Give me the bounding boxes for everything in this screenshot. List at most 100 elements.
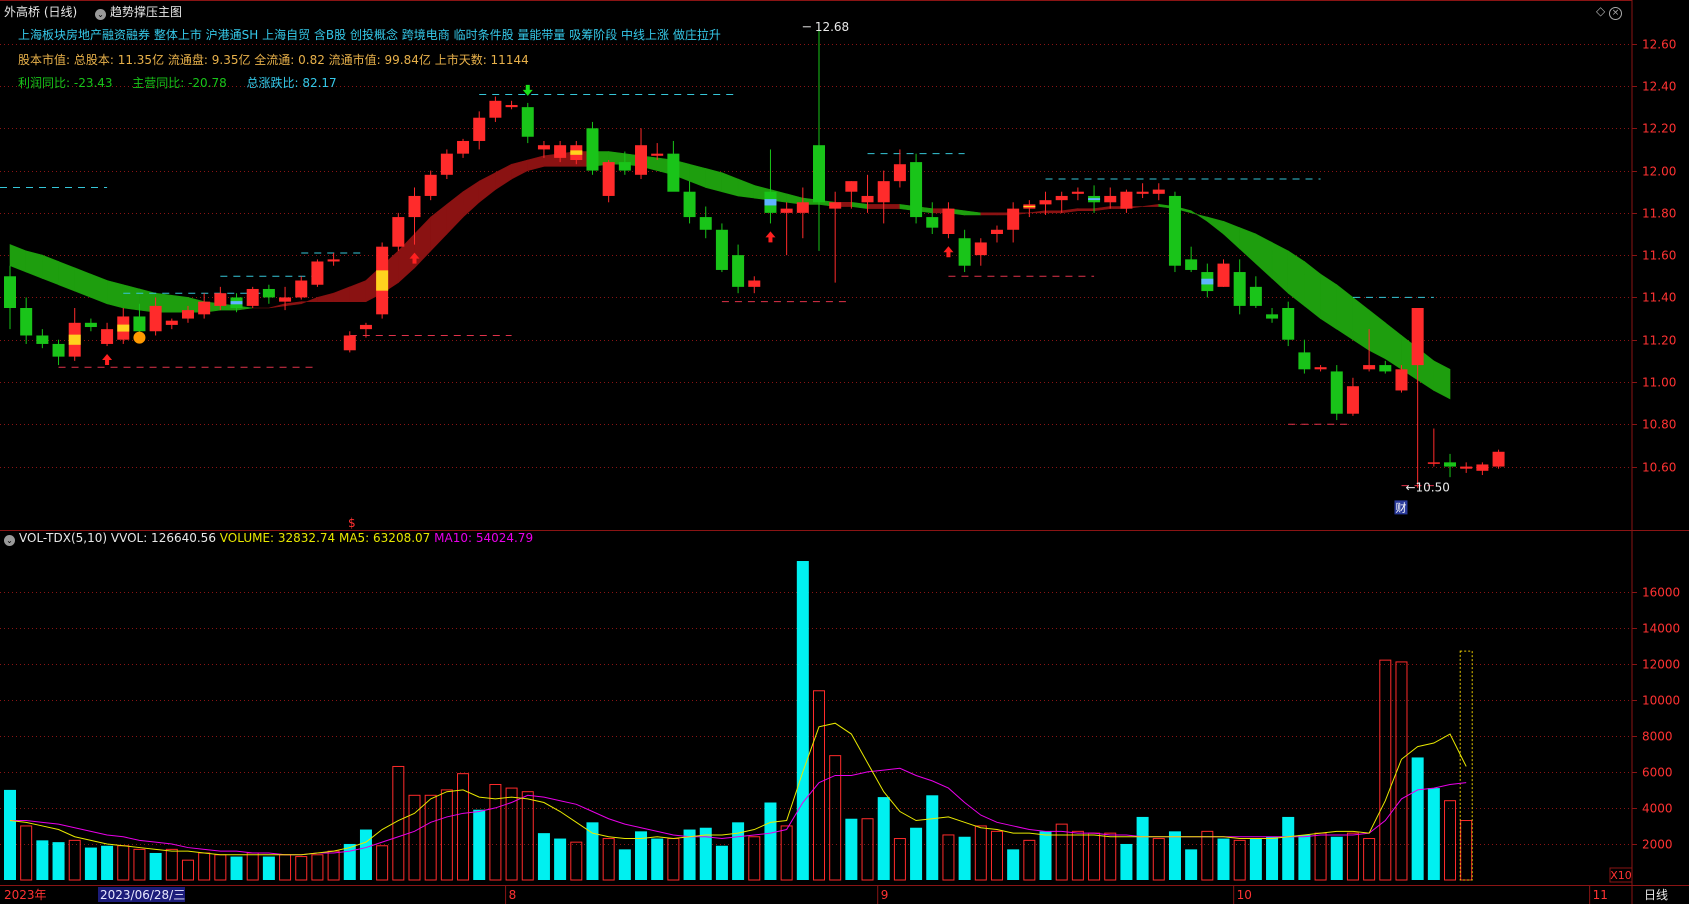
indicator-selector[interactable]: ⌄ 趋势撑压主图: [95, 5, 182, 20]
volume-bar: [1249, 838, 1262, 880]
trend-ribbon-segment: [527, 155, 545, 171]
volume-bar: [699, 827, 712, 880]
trend-ribbon-segment: [317, 292, 334, 302]
chevron-down-icon[interactable]: ⌄: [95, 9, 106, 20]
stock-title: 外高桥 (日线): [4, 5, 78, 19]
volume-bar: [845, 818, 858, 880]
trend-ribbon-segment: [9, 244, 27, 273]
volume-bar: [117, 845, 130, 881]
volume-bar: [505, 787, 518, 881]
trend-ribbon-segment: [333, 286, 351, 302]
candle-body: [861, 195, 874, 203]
volume-bar: [262, 856, 275, 880]
candle-body: [635, 145, 648, 175]
candle-body: [1444, 462, 1457, 467]
volume-bar: [230, 856, 243, 880]
candle-body: [780, 208, 793, 213]
volume-bar: [1217, 838, 1230, 880]
volume-bar: [764, 802, 777, 880]
candle-body: [554, 145, 567, 158]
trend-ribbon-segment: [446, 191, 464, 235]
candle-body: [311, 261, 324, 285]
volume-bar: [424, 794, 437, 881]
candle-body: [343, 335, 356, 351]
candle-body: [586, 128, 599, 171]
trend-ribbon-segment: [58, 261, 76, 292]
candle-body: [424, 174, 437, 196]
candle-body: [521, 107, 534, 137]
trend-ribbon-segment: [90, 273, 108, 305]
trend-ribbon-segment: [851, 201, 868, 209]
volume-bar: [1104, 832, 1117, 881]
volume-bar: [1427, 788, 1440, 880]
candle-body: [1411, 308, 1424, 366]
volume-bar: [198, 852, 211, 881]
trend-ribbon-segment: [705, 168, 723, 193]
close-icon[interactable]: ×: [1609, 7, 1623, 20]
price-tick-label: 10.60: [1642, 461, 1676, 475]
date-highlight: [98, 887, 185, 902]
candle-body: [715, 229, 728, 270]
candle-highlight: [570, 150, 583, 155]
volume-bar: [1298, 834, 1311, 880]
month-label: 9: [881, 888, 889, 902]
ma10-value: MA10: 54024.79: [434, 531, 534, 545]
candle-body: [651, 153, 664, 156]
candle-body: [1314, 367, 1327, 370]
candle-body: [52, 343, 65, 357]
volume-bar: [311, 854, 324, 881]
candle-body: [262, 288, 275, 298]
volume-bar: [683, 829, 696, 880]
volume-value: VOLUME: 32832.74: [219, 531, 336, 545]
trend-ribbon-segment: [737, 178, 755, 199]
candle-body: [1233, 272, 1246, 306]
candle-body: [84, 322, 97, 328]
candle-body: [796, 202, 809, 213]
candle-body: [101, 329, 114, 344]
volume-bar: [343, 843, 356, 880]
candle-body: [877, 181, 890, 203]
price-tick-label: 11.20: [1642, 334, 1676, 348]
diamond-icon[interactable]: ◇: [1596, 4, 1606, 18]
candle-body: [732, 255, 745, 287]
volume-bar: [214, 854, 227, 881]
candle-body: [845, 181, 858, 192]
candle-body: [4, 276, 16, 308]
trend-ribbon-segment: [689, 163, 707, 188]
ma5-line: [9, 722, 1467, 856]
volume-bar: [359, 829, 372, 880]
candle-highlight: [1088, 198, 1101, 201]
trend-ribbon-segment: [1207, 216, 1224, 235]
volume-bar: [440, 789, 453, 881]
indicator-name: 趋势撑压主图: [110, 5, 183, 19]
candle-body: [214, 293, 227, 306]
candle-body: [295, 280, 308, 298]
volume-bar: [1168, 831, 1181, 880]
volume-bar: [68, 839, 81, 881]
trend-ribbon-segment: [867, 204, 885, 209]
candle-body: [327, 259, 340, 262]
total-value: 82.17: [302, 76, 337, 90]
candle-body: [1266, 314, 1279, 319]
price-tick-label: 11.80: [1642, 207, 1676, 221]
volume-bar: [715, 845, 728, 880]
trend-ribbon-segment: [980, 212, 998, 216]
candle-body: [699, 217, 712, 230]
chevron-down-icon[interactable]: ⌄: [4, 535, 15, 546]
price-tick-label: 11.40: [1642, 291, 1676, 305]
profit-label: 利润同比:: [18, 76, 71, 90]
volume-bar: [279, 854, 292, 881]
candle-body: [1039, 200, 1052, 205]
trend-ribbon-segment: [74, 267, 92, 298]
candle-highlight: [764, 199, 777, 206]
candle-body: [1363, 365, 1376, 370]
volume-bar: [667, 838, 680, 881]
trend-ribbon-segment: [171, 294, 189, 313]
volume-bar: [1444, 800, 1457, 881]
trend-ribbon-segment: [1352, 296, 1370, 351]
candle-body: [748, 280, 761, 287]
volume-bar: [376, 845, 389, 881]
trend-ribbon-segment: [42, 254, 59, 286]
buy-arrow-icon: [765, 231, 776, 243]
volume-bar: [473, 809, 486, 880]
